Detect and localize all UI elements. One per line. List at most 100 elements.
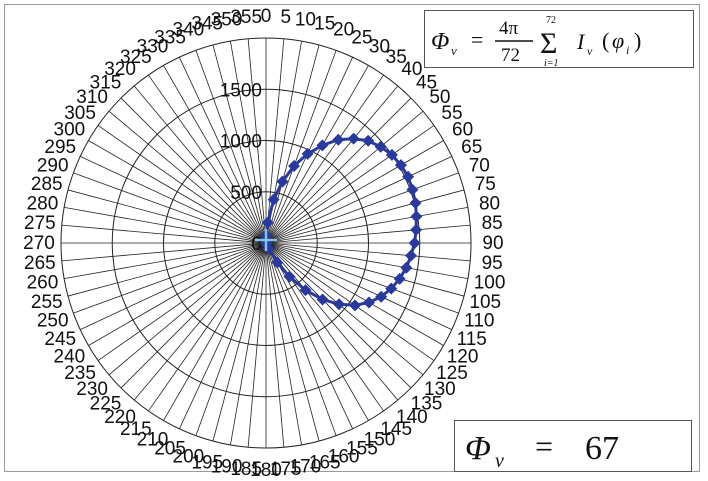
- angle-tick-label: 230: [76, 379, 108, 400]
- grid-spoke: [265, 242, 471, 262]
- grid-spoke: [163, 65, 267, 244]
- series-line: [264, 137, 418, 307]
- formula-arg-open: (: [602, 28, 609, 53]
- grid-spoke: [230, 41, 267, 244]
- angle-tick-label: 75: [475, 174, 496, 195]
- angle-tick-label: 15: [314, 14, 335, 35]
- grid-spoke: [67, 242, 267, 297]
- angle-tick-label: 90: [482, 233, 503, 254]
- angle-tick-label: 245: [44, 329, 76, 350]
- polar-grid: [60, 37, 472, 449]
- angle-tick-label: 50: [429, 87, 450, 108]
- grid-spoke: [80, 242, 267, 330]
- data-point-30: [316, 139, 329, 152]
- angle-tick-label: 335: [154, 27, 186, 48]
- angle-tick-label: 155: [346, 439, 378, 460]
- grid-spoke: [265, 242, 302, 445]
- angle-tick-label: 85: [482, 213, 503, 234]
- angle-tick-label: 100: [474, 272, 506, 293]
- data-point-40: [347, 132, 360, 145]
- formula-denominator: 72: [501, 45, 520, 66]
- data-point-80: [410, 210, 423, 223]
- angle-tick-label: 225: [90, 394, 122, 415]
- angle-tick-label: 315: [90, 72, 122, 93]
- grid-spoke: [265, 50, 337, 244]
- center-marker: [255, 229, 277, 251]
- angle-tick-label: 10: [295, 9, 316, 30]
- data-point-45: [362, 134, 375, 147]
- angle-tick-label: 285: [31, 174, 63, 195]
- formula-lhs-symbol: Φ: [431, 29, 449, 55]
- angle-tick-label: 185: [230, 459, 262, 480]
- radial-tick-label: 0: [251, 234, 262, 255]
- result-value: 67: [585, 430, 619, 467]
- angle-tick-label: 290: [37, 155, 69, 176]
- data-point-5: [261, 216, 274, 229]
- data-point-130: [333, 298, 346, 311]
- angle-tick-label: 145: [380, 419, 412, 440]
- grid-spoke: [265, 207, 468, 244]
- angle-tick-label: 55: [441, 103, 462, 124]
- data-point-25: [301, 147, 314, 160]
- grid-spoke: [73, 172, 267, 244]
- formula-numerator: 4π: [499, 18, 519, 39]
- grid-spoke: [265, 242, 468, 279]
- radial-tick-label: 500: [230, 183, 262, 204]
- grid-spoke: [265, 242, 412, 389]
- formula-sigma: Σ: [540, 27, 557, 60]
- angle-tick-label: 200: [173, 446, 205, 467]
- grid-spoke: [212, 44, 267, 244]
- angle-tick-label: 130: [424, 379, 456, 400]
- grid-spoke: [108, 110, 267, 244]
- grid-spoke: [265, 242, 452, 330]
- angle-tick-label: 80: [479, 194, 500, 215]
- angle-tick-label: 265: [24, 253, 56, 274]
- angle-tick-label: 195: [191, 452, 223, 473]
- grid-spoke: [148, 74, 267, 244]
- grid-spoke: [195, 50, 267, 244]
- grid-spoke: [265, 140, 444, 244]
- data-point-90: [408, 237, 421, 249]
- angle-tick-label: 190: [211, 457, 243, 478]
- grid-spoke: [265, 125, 435, 244]
- angle-tick-label: 30: [369, 36, 390, 57]
- angle-tick-label: 65: [461, 137, 482, 158]
- radial-tick-labels: 0 500 1000 1500: [220, 80, 262, 255]
- grid-spoke: [97, 125, 267, 244]
- grid-spoke: [265, 97, 412, 244]
- angle-tick-labels: 0 5 10152025303540455055606570758085909510…: [23, 6, 505, 481]
- formula-arg-close: ): [634, 28, 641, 53]
- grid-spoke: [265, 242, 369, 421]
- grid-spoke: [108, 242, 267, 376]
- grid-spoke: [265, 110, 424, 244]
- angle-tick-label: 180: [250, 460, 282, 481]
- grid-spoke: [265, 242, 320, 442]
- grid-spoke: [265, 189, 465, 244]
- data-point-150: [271, 256, 284, 269]
- data-point-50: [374, 140, 387, 153]
- result-sub: v: [495, 450, 504, 472]
- data-point-10: [267, 193, 280, 206]
- angle-tick-label: 325: [120, 47, 152, 68]
- data-point-35: [332, 133, 345, 146]
- grid-spoke: [67, 189, 267, 244]
- grid-spoke: [133, 85, 267, 244]
- angle-tick-label: 35: [386, 47, 407, 68]
- grid-spoke: [64, 207, 267, 244]
- angle-tick-label: 170: [290, 457, 322, 478]
- angle-tick-label: 115: [457, 329, 487, 350]
- grid-spoke: [179, 57, 267, 244]
- grid-spoke: [212, 242, 267, 442]
- chart-frame: [4, 4, 700, 472]
- data-point-145: [283, 270, 296, 283]
- angle-tick-label: 215: [120, 419, 152, 440]
- angle-tick-label: 150: [364, 430, 396, 451]
- grid-spoke: [120, 97, 267, 244]
- angle-tick-label: 220: [104, 407, 136, 428]
- series-layer: [260, 132, 423, 312]
- grid-spoke: [265, 74, 384, 244]
- grid-spoke: [230, 242, 267, 445]
- grid-spoke: [265, 172, 459, 244]
- grid-spoke: [148, 242, 267, 412]
